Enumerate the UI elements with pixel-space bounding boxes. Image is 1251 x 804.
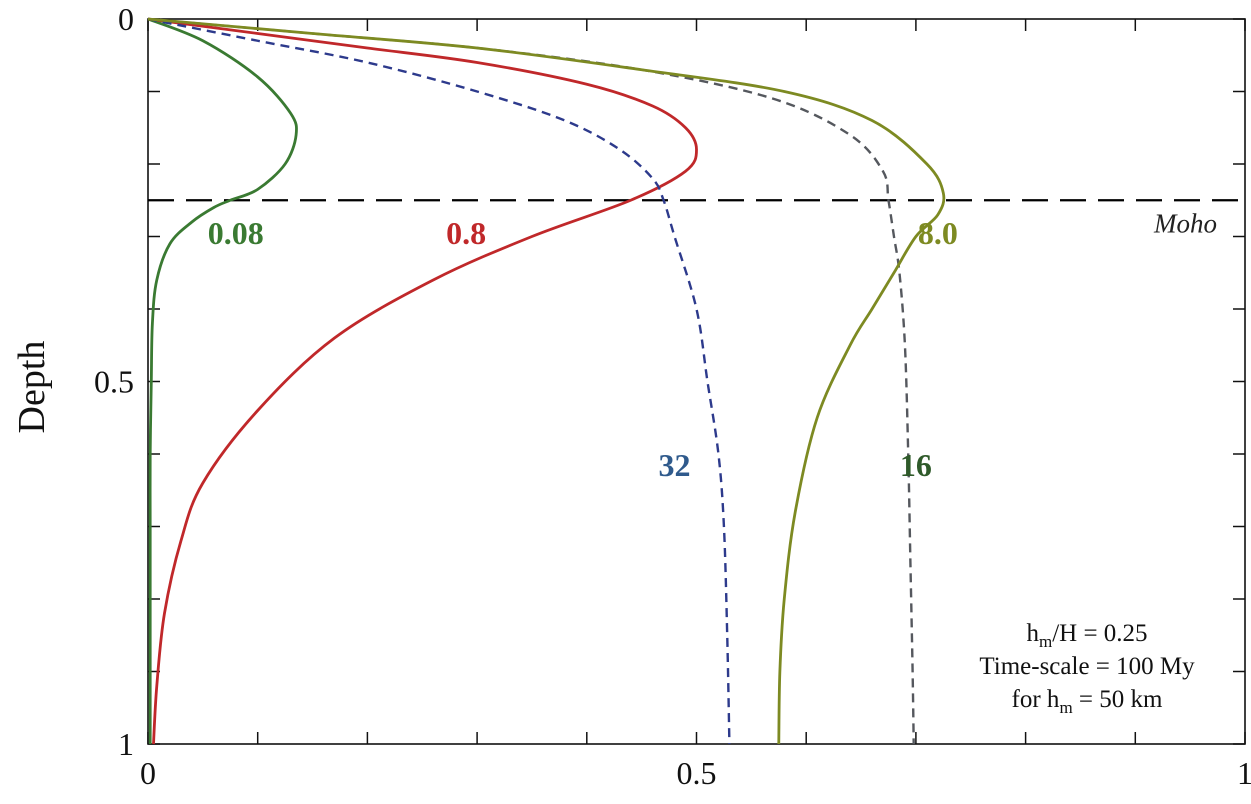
series-line-0-08 [147,17,298,744]
series-label-0-08: 0.08 [208,215,264,251]
annotation-line: Time-scale = 100 My [979,653,1195,680]
axis-ticks [147,18,1246,745]
axis-tick-labels: 0 0.5 100.51 [94,1,1251,791]
y-axis-title: Depth [11,341,53,434]
annotation-line: hm/H = 0.25 [1026,620,1147,651]
reference-lines: Moho [148,199,1245,238]
series-label-32: 32 [659,447,691,483]
series-line-8-0 [147,17,946,745]
series-label-16: 16 [900,447,932,483]
moho-label: Moho [1153,208,1217,238]
annotation-line: for hm = 50 km [1012,686,1163,717]
y-tick-label: 0.5 [94,364,134,400]
series-lines [147,17,946,745]
series-labels: 0.08 0.8 32 16 8.0 [208,215,958,483]
series-line-0-8 [147,17,698,745]
x-tick-label: 0.5 [677,755,717,791]
x-tick-label: 0 [140,755,156,791]
x-tick-label: 1 [1237,755,1251,791]
series-line-32 [147,17,731,745]
series-line-16 [147,17,915,745]
series-label-0-8: 0.8 [446,215,486,251]
y-tick-label: 1 [118,726,134,762]
y-tick-label: 0 [118,1,134,37]
series-label-8-0: 8.0 [918,215,958,251]
